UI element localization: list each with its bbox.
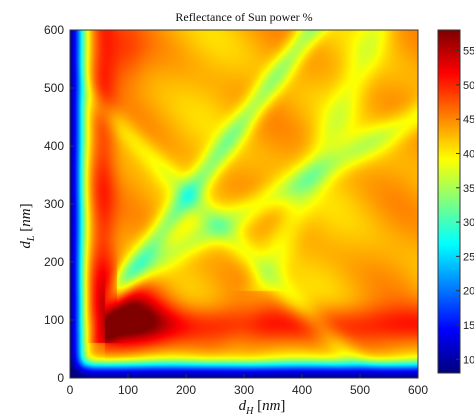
colorbar-tick-label: 30 [463, 217, 474, 229]
x-tick-label: 200 [176, 383, 196, 397]
colorbar-tick-label: 10 [463, 354, 474, 366]
colorbar-tick-label: 20 [463, 286, 474, 298]
x-tick-label: 100 [118, 383, 138, 397]
chart-title: Reflectance of Sun power % [175, 10, 312, 24]
colorbar-tick-label: 35 [463, 183, 474, 195]
y-axis-ticks: 0 100 200 300 400 500 600 [44, 23, 74, 385]
y-tick-label: 200 [44, 255, 64, 269]
colorbar-tick-label: 50 [463, 80, 474, 92]
y-tick-label: 0 [57, 371, 64, 385]
y-tick-label: 500 [44, 81, 64, 95]
y-tick-label: 600 [44, 23, 64, 37]
colorbar-tick-label: 40 [463, 148, 474, 160]
heatmap-plot-area [70, 30, 418, 378]
x-axis-label: dH [nm] [239, 398, 286, 417]
x-tick-label: 400 [292, 383, 312, 397]
y-tick-label: 100 [44, 313, 64, 327]
colorbar-tick-label: 55 [463, 46, 474, 58]
x-tick-label: 600 [408, 383, 428, 397]
plot-frame [69, 29, 419, 379]
x-axis-ticks: 0 100 200 300 400 500 600 [67, 374, 428, 397]
y-tick-label: 400 [44, 139, 64, 153]
y-tick-label: 300 [44, 197, 64, 211]
colorbar-tick-label: 25 [463, 251, 474, 263]
x-tick-label: 300 [234, 383, 254, 397]
colorbar-tick-label: 15 [463, 320, 474, 332]
x-tick-label: 500 [350, 383, 370, 397]
colorbar-ticks: 10 15 20 25 30 35 40 45 50 55 [456, 46, 474, 366]
x-tick-label: 0 [67, 383, 74, 397]
y-axis-label: dL [nm] [18, 203, 37, 248]
colorbar-tick-label: 45 [463, 114, 474, 126]
colorbar-frame [437, 29, 461, 374]
colorbar [438, 30, 460, 373]
